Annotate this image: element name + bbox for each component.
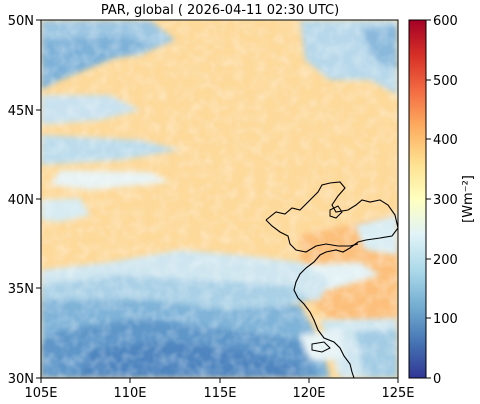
y-axis: 50N 45N 40N 35N 30N (8, 14, 41, 387)
colorbar-tick-label: 500 (433, 74, 458, 89)
colorbar-unit-label: [Wm⁻²] (461, 175, 476, 223)
x-tick-label: 105E (24, 386, 57, 401)
x-tick-label: 120E (292, 386, 325, 401)
colorbar-tick-label: 300 (433, 193, 458, 208)
map-title: PAR, global ( 2026-04-11 02:30 UTC) (101, 3, 339, 18)
colorbar-tick-label: 100 (433, 312, 458, 327)
y-tick-label: 45N (8, 104, 34, 119)
x-tick-label: 110E (113, 386, 146, 401)
y-tick-label: 30N (8, 372, 34, 387)
y-tick-label: 40N (8, 193, 34, 208)
colorbar-tick-label: 0 (433, 372, 441, 387)
island-outline (311, 341, 331, 353)
colorbar-gradient (408, 19, 427, 379)
island-outline (329, 205, 343, 219)
texture-overlay (41, 20, 398, 378)
colorbar-tick-label: 200 (433, 253, 458, 268)
y-tick-label: 35N (8, 282, 34, 297)
colorbar-tick-label: 400 (433, 133, 458, 148)
x-tick-label: 115E (203, 386, 236, 401)
x-axis: 105E 110E 115E 120E 125E (24, 378, 415, 401)
y-tick-label: 50N (8, 14, 34, 29)
coastline (265, 181, 398, 378)
colorbar-tick-label: 600 (433, 14, 458, 29)
par-field-map (41, 20, 398, 378)
bohai-coast (265, 219, 359, 253)
x-tick-label: 125E (381, 386, 414, 401)
colorbar: 600 500 400 300 200 100 0 [Wm⁻²] (408, 14, 476, 387)
